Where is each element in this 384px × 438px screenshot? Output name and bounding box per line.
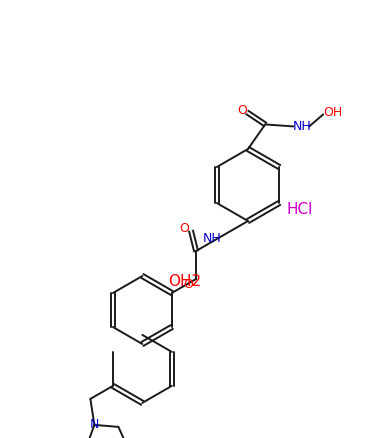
Text: N: N (90, 418, 99, 431)
Text: O: O (237, 104, 247, 117)
Text: NH: NH (203, 232, 222, 244)
Text: O: O (183, 278, 193, 290)
Text: O: O (179, 223, 189, 236)
Text: OH: OH (324, 106, 343, 119)
Text: NH: NH (293, 120, 311, 133)
Text: OH2: OH2 (169, 275, 202, 290)
Text: HCl: HCl (287, 202, 313, 218)
